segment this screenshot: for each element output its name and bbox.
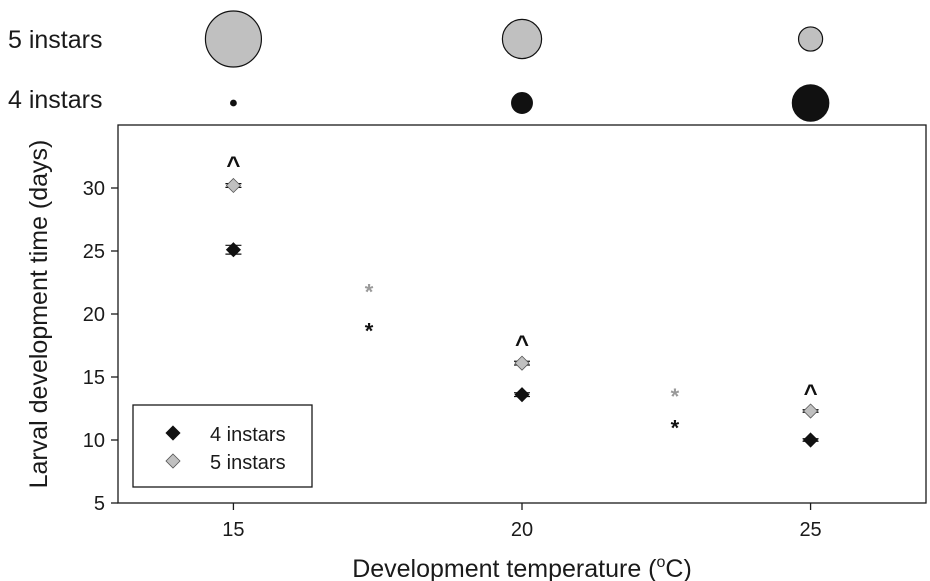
- proportion-row-label-5: 5 instars: [8, 26, 102, 54]
- proportion-circle: [204, 10, 263, 68]
- data-point: [803, 403, 819, 419]
- significance-caret: ^: [226, 152, 240, 179]
- x-axis-label-main: Development temperature (: [352, 555, 657, 581]
- significance-caret: ^: [515, 331, 529, 358]
- data-point: [514, 387, 530, 403]
- y-tick-label: 10: [83, 430, 105, 452]
- data-point: [514, 355, 530, 371]
- plot-layer: 5 10 15 20 25 30 15 20 25 ^ ^ ^ * * * *: [83, 10, 830, 541]
- significance-asterisk: *: [365, 319, 374, 344]
- significance-asterisk: *: [671, 416, 680, 441]
- significance-asterisk: *: [671, 384, 680, 409]
- proportion-row-label-4: 4 instars: [8, 86, 102, 114]
- y-tick-label: 25: [83, 241, 105, 263]
- data-point: [225, 177, 241, 194]
- legend-label-4-instars: 4 instars: [210, 424, 286, 446]
- proportion-circle: [501, 18, 543, 60]
- significance-asterisk: *: [365, 280, 374, 305]
- legend-marker-4-instars: [165, 425, 181, 441]
- x-tick-label: 20: [511, 519, 533, 541]
- data-point: [225, 242, 241, 258]
- x-tick-label: 25: [799, 519, 821, 541]
- y-tick-label: 15: [83, 367, 105, 389]
- data-point: [803, 432, 819, 448]
- y-axis-label: Larval development time (days): [25, 140, 53, 489]
- proportion-circle: [797, 26, 824, 52]
- y-tick-label: 30: [83, 178, 105, 200]
- y-tick-label: 20: [83, 304, 105, 326]
- legend-label-5-instars: 5 instars: [210, 452, 286, 474]
- proportion-circle: [511, 92, 533, 114]
- x-axis-label: Development temperature (oC): [352, 554, 692, 581]
- x-axis-label-degree: o: [657, 554, 666, 571]
- x-axis-label-unit: C): [665, 555, 691, 581]
- proportion-circle: [230, 99, 237, 107]
- legend-box: [132, 404, 313, 488]
- legend-marker-5-instars: [165, 453, 181, 469]
- significance-caret: ^: [804, 380, 818, 407]
- x-tick-label: 15: [222, 519, 244, 541]
- proportion-circle: [791, 84, 830, 122]
- y-tick-label: 5: [94, 493, 105, 515]
